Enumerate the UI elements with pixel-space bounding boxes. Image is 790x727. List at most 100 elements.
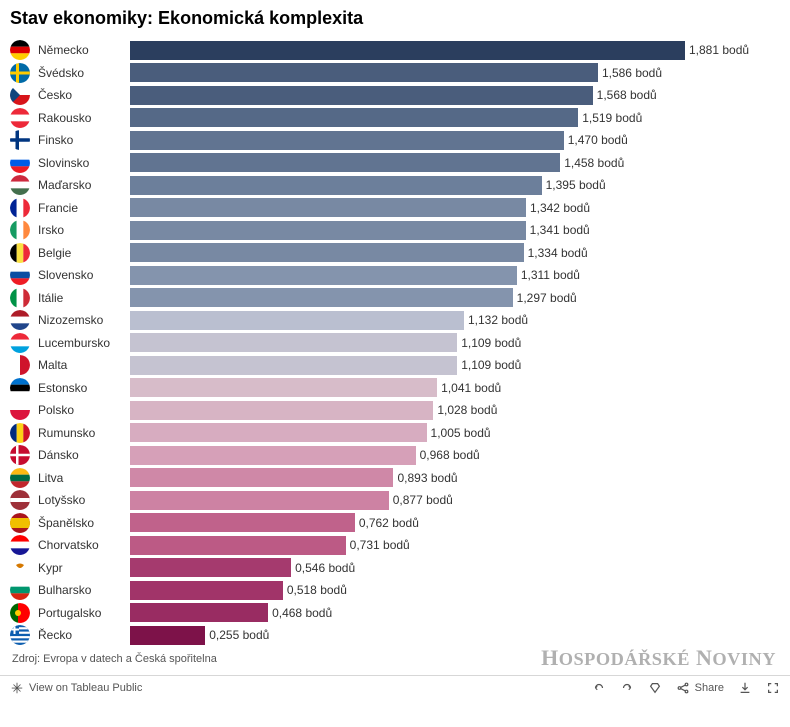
flag-icon xyxy=(10,153,30,173)
value-label: 1,109 bodů xyxy=(461,358,521,372)
value-label: 0,762 bodů xyxy=(359,516,419,530)
bar[interactable] xyxy=(130,356,457,375)
bar[interactable] xyxy=(130,153,560,172)
bar[interactable] xyxy=(130,108,578,127)
flag-icon xyxy=(10,130,30,150)
bar-row: Chorvatsko0,731 bodů xyxy=(10,534,780,557)
value-label: 1,132 bodů xyxy=(468,313,528,327)
value-label: 0,731 bodů xyxy=(350,538,410,552)
bar-track: 0,968 bodů xyxy=(130,444,780,467)
value-label: 1,334 bodů xyxy=(528,246,588,260)
bar[interactable] xyxy=(130,311,464,330)
flag-icon xyxy=(10,400,30,420)
bar-track: 1,041 bodů xyxy=(130,377,780,400)
bar[interactable] xyxy=(130,558,291,577)
value-label: 0,518 bodů xyxy=(287,583,347,597)
bar-track: 0,877 bodů xyxy=(130,489,780,512)
flag-icon xyxy=(10,513,30,533)
bar-track: 0,893 bodů xyxy=(130,467,780,490)
country-label: Polsko xyxy=(38,403,130,417)
bar-row: Belgie1,334 bodů xyxy=(10,242,780,265)
bar-track: 1,395 bodů xyxy=(130,174,780,197)
bar[interactable] xyxy=(130,266,517,285)
bar-track: 1,297 bodů xyxy=(130,287,780,310)
bar[interactable] xyxy=(130,63,598,82)
bar-row: Švédsko1,586 bodů xyxy=(10,62,780,85)
bar-track: 0,518 bodů xyxy=(130,579,780,602)
value-label: 1,297 bodů xyxy=(517,291,577,305)
country-label: Rakousko xyxy=(38,111,130,125)
bar-row: Rakousko 1,519 bodů xyxy=(10,107,780,130)
flag-icon xyxy=(10,333,30,353)
value-label: 0,968 bodů xyxy=(420,448,480,462)
bar[interactable] xyxy=(130,221,526,240)
bar[interactable] xyxy=(130,513,355,532)
bar[interactable] xyxy=(130,198,526,217)
bar-row: Estonsko1,041 bodů xyxy=(10,377,780,400)
country-label: Estonsko xyxy=(38,381,130,395)
view-on-tableau-button[interactable]: View on Tableau Public xyxy=(10,681,142,695)
share-button[interactable]: Share xyxy=(676,681,724,695)
bar[interactable] xyxy=(130,423,427,442)
bar-track: 1,881 bodů xyxy=(130,39,780,62)
bar-track: 1,132 bodů xyxy=(130,309,780,332)
value-label: 1,341 bodů xyxy=(530,223,590,237)
download-button[interactable] xyxy=(738,681,752,695)
bar-track: 1,470 bodů xyxy=(130,129,780,152)
flag-icon xyxy=(10,378,30,398)
bar[interactable] xyxy=(130,333,457,352)
bar[interactable] xyxy=(130,176,542,195)
download-icon xyxy=(738,681,752,695)
bar[interactable] xyxy=(130,468,393,487)
bar[interactable] xyxy=(130,491,389,510)
bar[interactable] xyxy=(130,378,437,397)
reset-button[interactable] xyxy=(648,681,662,695)
bar-track: 1,109 bodů xyxy=(130,332,780,355)
bar[interactable] xyxy=(130,86,593,105)
flag-icon xyxy=(10,265,30,285)
bar-row: Španělsko0,762 bodů xyxy=(10,512,780,535)
bar-track: 0,762 bodů xyxy=(130,512,780,535)
bar[interactable] xyxy=(130,626,205,645)
bar-track: 1,519 bodů xyxy=(130,107,780,130)
country-label: Maďarsko xyxy=(38,178,130,192)
brand-text: HOSPODÁŘSKÉ NOVINY xyxy=(541,645,776,670)
bar-track: 1,568 bodů xyxy=(130,84,780,107)
bar-track: 1,342 bodů xyxy=(130,197,780,220)
redo-button[interactable] xyxy=(620,681,634,695)
value-label: 1,586 bodů xyxy=(602,66,662,80)
undo-icon xyxy=(592,681,606,695)
flag-icon xyxy=(10,40,30,60)
value-label: 1,005 bodů xyxy=(431,426,491,440)
flag-icon xyxy=(10,220,30,240)
flag-icon xyxy=(10,243,30,263)
bar[interactable] xyxy=(130,131,564,150)
redo-icon xyxy=(620,681,634,695)
share-label: Share xyxy=(695,682,724,694)
flag-icon xyxy=(10,63,30,83)
country-label: Irsko xyxy=(38,223,130,237)
bar-row: Nizozemsko1,132 bodů xyxy=(10,309,780,332)
country-label: Řecko xyxy=(38,628,130,642)
value-label: 1,028 bodů xyxy=(437,403,497,417)
bar-row: Rumunsko1,005 bodů xyxy=(10,422,780,445)
value-label: 1,519 bodů xyxy=(582,111,642,125)
bar[interactable] xyxy=(130,603,268,622)
undo-button[interactable] xyxy=(592,681,606,695)
bar[interactable] xyxy=(130,288,513,307)
bar[interactable] xyxy=(130,401,433,420)
bar[interactable] xyxy=(130,536,346,555)
value-label: 1,458 bodů xyxy=(564,156,624,170)
country-label: Francie xyxy=(38,201,130,215)
bar-row: Lotyšsko0,877 bodů xyxy=(10,489,780,512)
bar[interactable] xyxy=(130,41,685,60)
flag-icon xyxy=(10,558,30,578)
fullscreen-button[interactable] xyxy=(766,681,780,695)
value-label: 1,395 bodů xyxy=(546,178,606,192)
country-label: Kypr xyxy=(38,561,130,575)
bar[interactable] xyxy=(130,446,416,465)
bar[interactable] xyxy=(130,243,524,262)
bar-track: 1,109 bodů xyxy=(130,354,780,377)
bar[interactable] xyxy=(130,581,283,600)
country-label: Dánsko xyxy=(38,448,130,462)
